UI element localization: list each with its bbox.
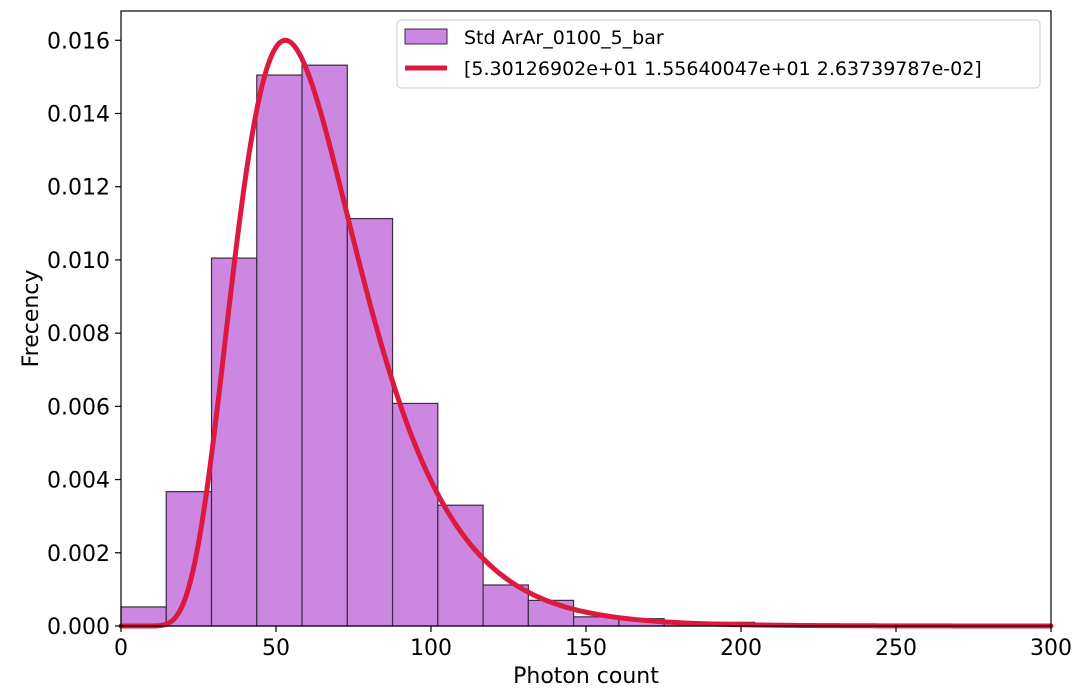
histogram-bar — [391, 402, 439, 627]
x-tick-label: 100 — [410, 636, 452, 661]
y-axis-title: Frecency — [19, 270, 44, 368]
histogram-bar — [437, 504, 484, 627]
y-tick-label: 0.010 — [47, 249, 110, 274]
x-axis-ticks: 0 50 100 150 200 250 300 — [114, 626, 1072, 661]
x-tick-label: 300 — [1030, 636, 1072, 661]
histogram-bar — [482, 584, 529, 627]
x-tick-label: 150 — [565, 636, 607, 661]
y-tick-label: 0.014 — [47, 103, 110, 128]
x-axis-title: Photon count — [513, 664, 659, 689]
legend: Std ArAr_0100_5_bar [5.30126902e+01 1.55… — [396, 19, 1041, 89]
y-tick-label: 0.000 — [47, 615, 110, 640]
histogram-bar — [301, 64, 348, 627]
legend-patch-histogram — [404, 28, 448, 45]
y-tick-label: 0.012 — [47, 176, 110, 201]
legend-label-histogram: Std ArAr_0100_5_bar — [464, 27, 664, 49]
y-tick-label: 0.016 — [47, 29, 110, 54]
y-tick-label: 0.002 — [47, 542, 110, 567]
y-tick-label: 0.008 — [47, 322, 110, 347]
legend-label-fit: [5.30126902e+01 1.55640047e+01 2.6373978… — [464, 58, 982, 80]
x-tick-label: 0 — [114, 636, 128, 661]
y-tick-label: 0.004 — [47, 469, 110, 494]
y-tick-label: 0.006 — [47, 395, 110, 420]
histogram-bar — [256, 74, 303, 627]
legend-box — [396, 19, 1041, 89]
x-tick-label: 200 — [720, 636, 762, 661]
histogram-bar — [210, 257, 258, 627]
x-tick-label: 250 — [875, 636, 917, 661]
histogram-bar — [346, 217, 394, 627]
y-axis-ticks: 0.000 0.002 0.004 0.006 0.008 0.010 0.012 0.014… — [47, 29, 121, 640]
x-tick-label: 50 — [262, 636, 290, 661]
